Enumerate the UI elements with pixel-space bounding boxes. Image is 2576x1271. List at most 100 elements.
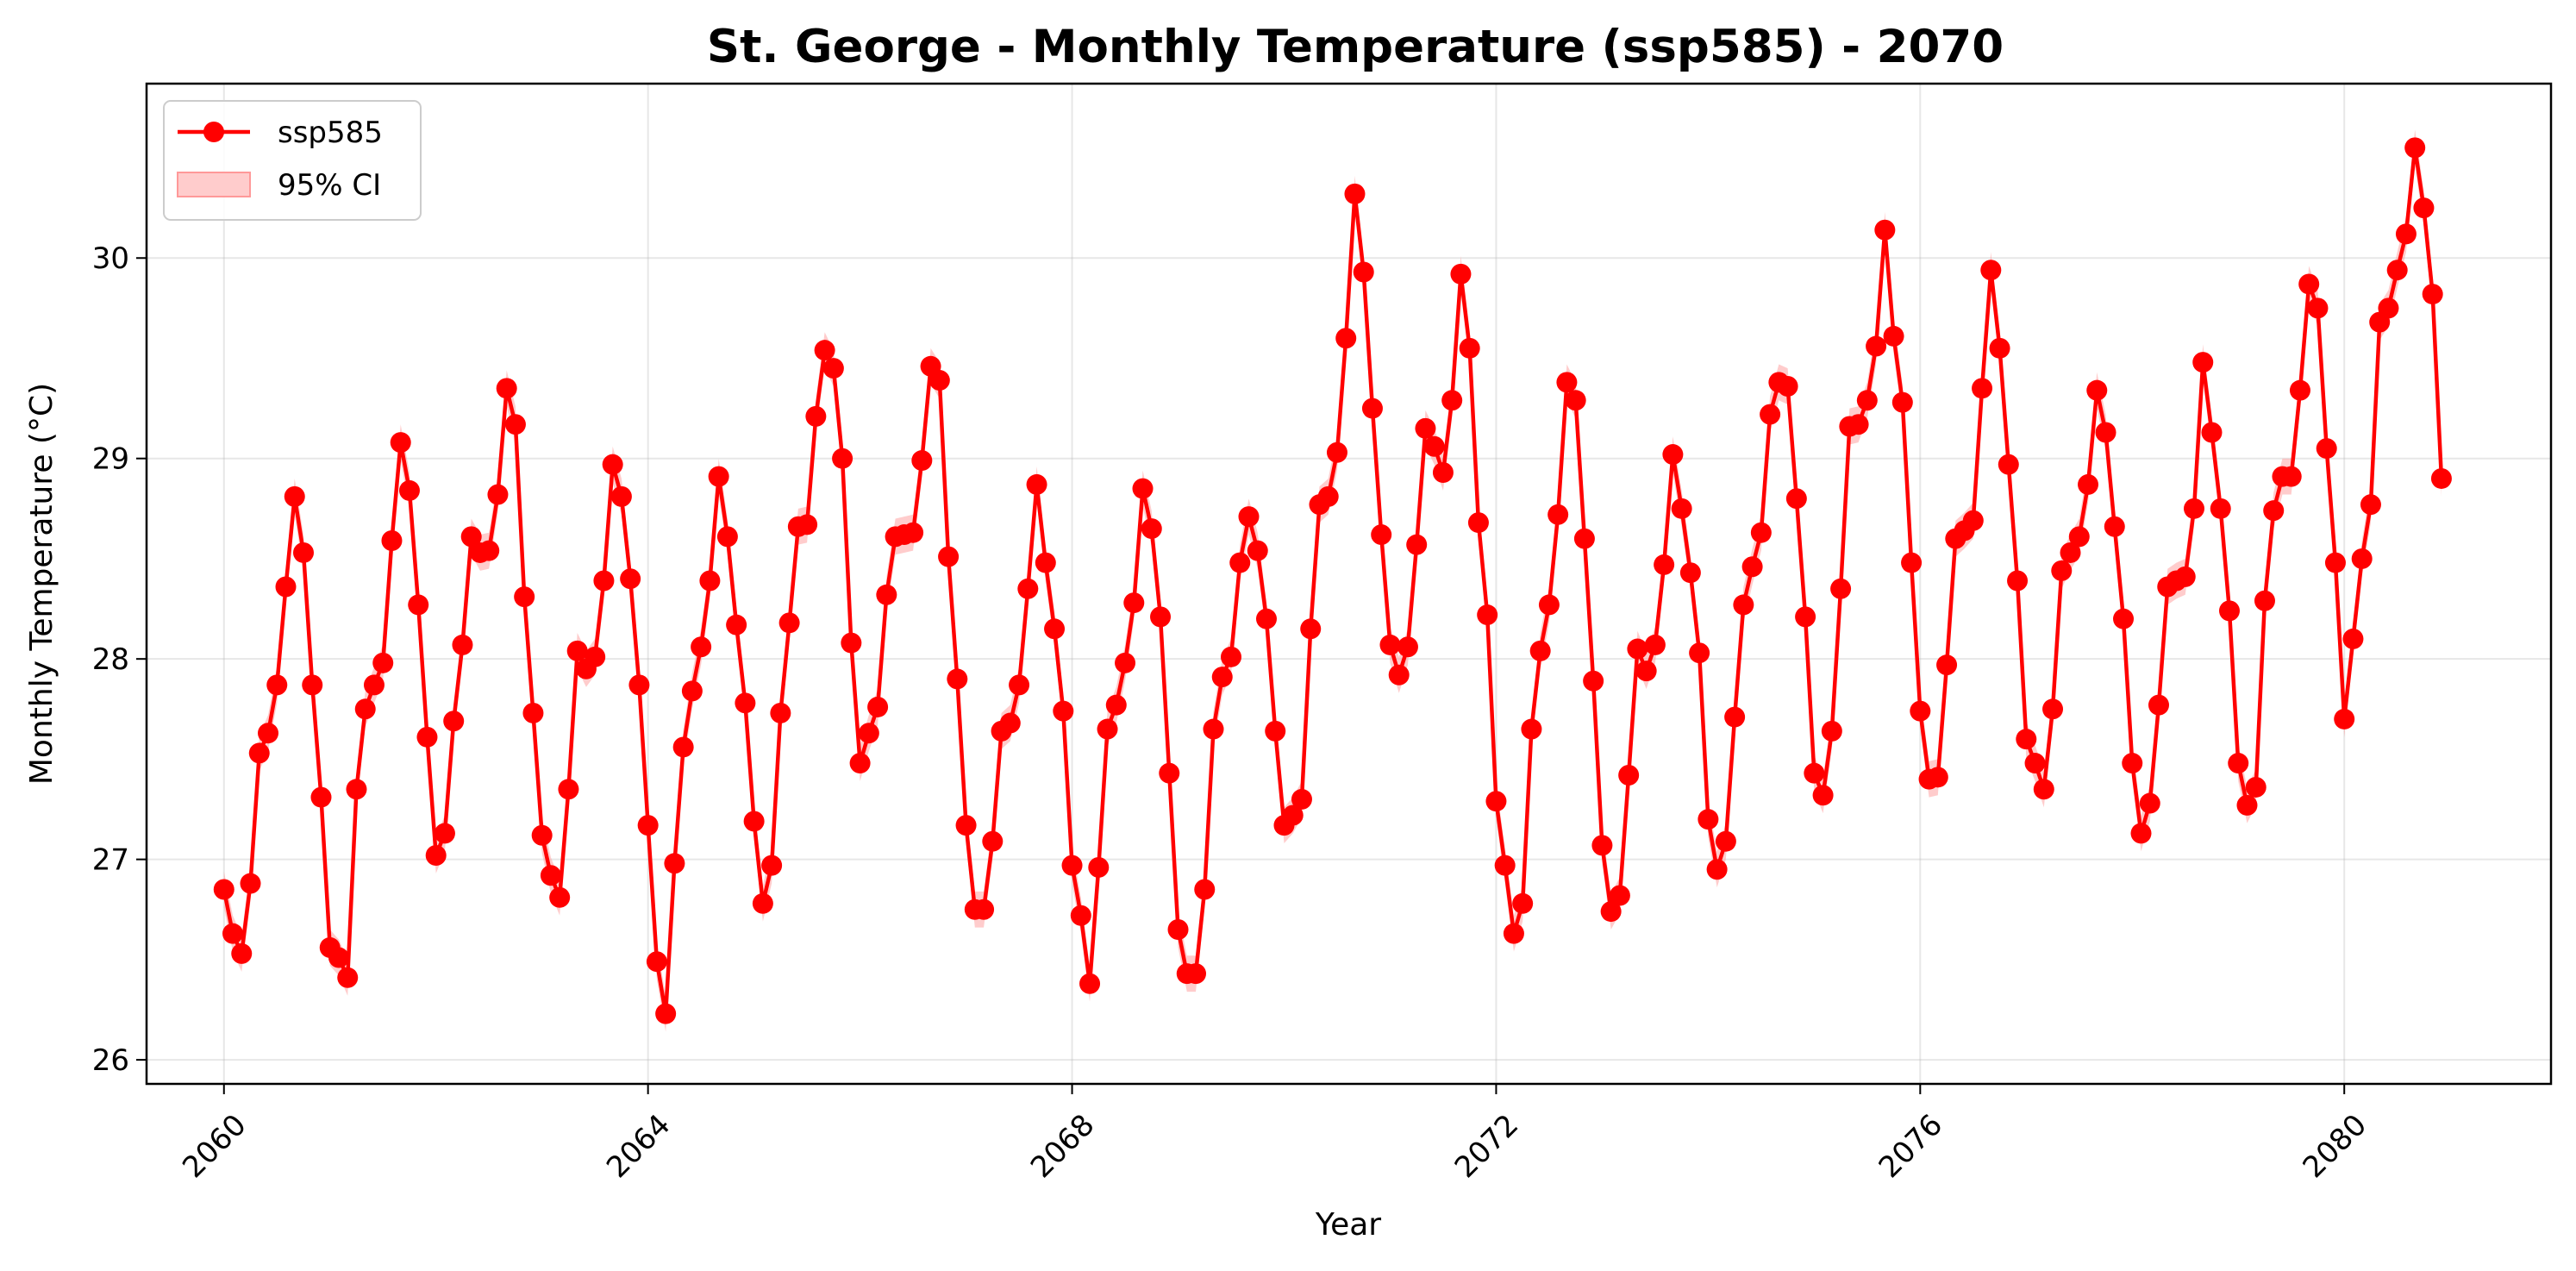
data-point	[2360, 494, 2381, 516]
data-point	[620, 568, 641, 590]
data-point	[822, 358, 844, 379]
data-point	[1150, 606, 1172, 628]
data-point	[1079, 973, 1101, 994]
data-point	[1698, 809, 1719, 830]
data-point	[549, 886, 571, 908]
data-point	[1300, 618, 1322, 640]
series-points	[213, 137, 2452, 1024]
data-point	[1238, 506, 1260, 528]
data-point	[814, 340, 835, 361]
data-point	[1512, 892, 1534, 914]
legend-ci-swatch	[177, 172, 251, 197]
data-point	[2351, 548, 2373, 569]
data-point	[2254, 590, 2275, 611]
data-point	[1317, 485, 1339, 507]
data-point	[2324, 552, 2346, 573]
data-point	[1035, 552, 1056, 573]
data-point	[876, 584, 897, 605]
data-point	[716, 526, 738, 548]
data-point	[1167, 919, 1189, 940]
data-point	[496, 378, 517, 399]
data-point	[593, 570, 615, 592]
data-point	[973, 898, 995, 920]
data-point	[1397, 636, 1418, 658]
data-point	[1821, 720, 1842, 742]
data-point	[2033, 779, 2054, 800]
data-point	[1927, 767, 1948, 788]
data-point	[2042, 698, 2064, 720]
data-point	[328, 947, 349, 968]
data-point	[947, 668, 968, 690]
data-point	[681, 680, 703, 702]
data-point	[1265, 720, 1286, 742]
data-point	[602, 454, 623, 475]
data-point	[2122, 753, 2143, 774]
data-point	[1115, 652, 1136, 673]
data-point	[2130, 823, 2152, 844]
chart-title: St. George - Monthly Temperature (ssp585…	[707, 21, 2004, 73]
data-point	[628, 674, 650, 696]
data-point	[1335, 328, 1357, 349]
data-point	[1459, 337, 1480, 359]
data-point	[1654, 554, 1675, 575]
data-point	[1009, 674, 1030, 696]
data-point	[213, 879, 234, 900]
data-point	[363, 674, 385, 696]
data-point	[2395, 223, 2417, 245]
data-point	[735, 692, 756, 714]
data-point	[1785, 488, 1807, 510]
data-point	[1097, 718, 1118, 740]
data-point	[903, 522, 924, 543]
data-point	[1830, 578, 1852, 599]
data-point	[1891, 391, 1913, 413]
data-point	[1423, 435, 1445, 457]
data-point	[752, 892, 773, 914]
data-point	[928, 370, 950, 391]
data-point	[2430, 467, 2452, 489]
data-point	[2113, 608, 2135, 629]
data-point	[585, 646, 606, 667]
data-point	[867, 696, 889, 717]
data-point	[1132, 478, 1154, 499]
data-point	[2201, 422, 2223, 443]
data-point	[1141, 518, 1162, 540]
data-point	[610, 485, 632, 507]
data-point	[293, 542, 314, 563]
data-point	[1105, 694, 1127, 716]
data-point	[1379, 634, 1401, 655]
data-point	[1627, 638, 1648, 660]
data-point	[1777, 376, 1798, 398]
data-point	[832, 448, 853, 469]
data-point	[354, 698, 376, 720]
data-point	[1760, 404, 1781, 425]
data-point	[1706, 859, 1728, 880]
data-point	[1521, 718, 1542, 740]
data-point	[1750, 522, 1772, 543]
data-point	[1503, 923, 1524, 944]
data-point	[1883, 325, 1904, 347]
data-point	[398, 479, 420, 501]
data-point	[2236, 794, 2258, 816]
data-point	[310, 786, 332, 808]
data-point	[1972, 378, 1993, 399]
data-point	[346, 779, 367, 800]
data-point	[2298, 273, 2320, 295]
data-point	[726, 614, 747, 636]
data-point	[1848, 414, 1869, 435]
data-point	[522, 702, 544, 723]
data-point	[240, 873, 261, 894]
data-point	[381, 530, 403, 552]
data-point	[1998, 454, 2019, 475]
data-point	[1556, 372, 1578, 393]
data-point	[266, 674, 288, 696]
data-point	[849, 753, 871, 774]
data-point	[1741, 556, 1763, 578]
data-point	[2342, 628, 2364, 649]
data-point	[1591, 835, 1613, 856]
data-point	[1477, 604, 1498, 626]
data-point	[1795, 606, 1816, 628]
data-point	[1724, 706, 1746, 728]
data-point	[2148, 694, 2169, 716]
data-point	[1856, 390, 1878, 411]
data-point	[999, 712, 1021, 734]
